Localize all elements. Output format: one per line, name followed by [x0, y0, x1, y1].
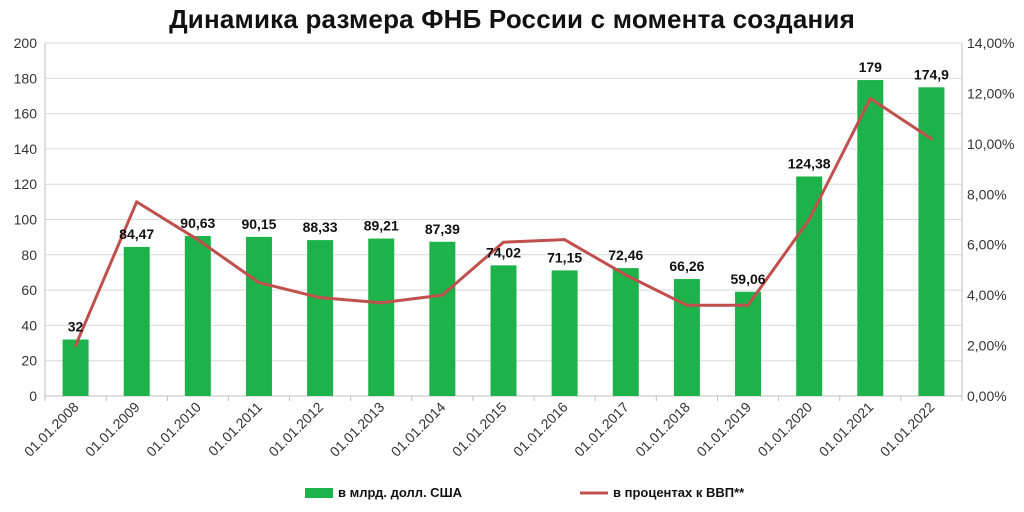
legend-label-bars: в млрд. долл. США: [338, 485, 463, 500]
legend-swatch-bars: [305, 488, 333, 498]
legend-label-line: в процентах к ВВП**: [613, 485, 745, 500]
x-tick-label: 01.01.2019: [693, 399, 754, 460]
y-right-tick-label: 14,00%: [967, 35, 1014, 51]
y-right-tick-label: 2,00%: [967, 338, 1007, 354]
bar-data-label: 74,02: [486, 244, 521, 260]
bar: [735, 291, 762, 396]
bar-data-label: 124,38: [788, 155, 831, 171]
line-point: [379, 301, 383, 305]
bar-data-label: 59,06: [731, 271, 766, 287]
bar: [368, 238, 395, 396]
y-right-tick-label: 6,00%: [967, 237, 1007, 253]
y-left-tick-label: 60: [21, 282, 37, 298]
bar-data-label: 66,26: [669, 258, 704, 274]
y-right-tick-label: 0,00%: [967, 388, 1007, 404]
y-left-tick-label: 200: [14, 35, 38, 51]
bar-data-label: 89,21: [364, 218, 399, 234]
x-tick-label: 01.01.2012: [265, 399, 326, 460]
bar: [307, 240, 334, 396]
bar: [62, 339, 89, 396]
bar-data-label: 90,63: [180, 215, 215, 231]
line-point: [563, 238, 567, 242]
bar: [490, 265, 517, 396]
y-right-tick-label: 12,00%: [967, 85, 1014, 101]
y-left-tick-label: 120: [14, 176, 38, 192]
x-tick-label: 01.01.2011: [205, 399, 265, 459]
bar: [429, 241, 456, 396]
y-left-tick-label: 160: [14, 106, 38, 122]
bar-data-label: 87,39: [425, 221, 460, 237]
y-left-tick-label: 140: [14, 141, 38, 157]
line-point: [196, 238, 200, 242]
bar-data-label: 90,15: [241, 216, 276, 232]
line-point: [502, 240, 505, 244]
x-tick-label: 01.01.2016: [510, 399, 571, 460]
bar-data-label: 174,9: [914, 66, 949, 82]
chart-title: Динамика размера ФНБ России с момента со…: [169, 4, 855, 34]
line-point: [257, 281, 261, 285]
y-right-tick-label: 4,00%: [967, 287, 1007, 303]
x-tick-label: 01.01.2013: [326, 399, 387, 460]
y-left-tick-label: 40: [21, 317, 37, 333]
line-point: [807, 218, 811, 221]
line-point: [746, 303, 750, 307]
line-point: [440, 293, 444, 297]
y-left-tick-label: 100: [14, 212, 38, 228]
line-point: [868, 96, 872, 100]
x-tick-label: 01.01.2018: [632, 399, 693, 460]
x-tick-label: 01.01.2014: [388, 399, 449, 460]
line-point: [318, 296, 322, 300]
line-point: [929, 137, 933, 141]
line-point: [624, 273, 628, 277]
y-right-tick-label: 8,00%: [967, 186, 1007, 202]
x-tick-label: 01.01.2017: [571, 399, 632, 460]
bar-data-label: 72,46: [608, 247, 643, 263]
bar: [551, 270, 578, 396]
bar: [673, 279, 700, 396]
x-tick-label: 01.01.2020: [754, 399, 815, 460]
bar-data-label: 71,15: [547, 249, 582, 265]
x-tick-label: 01.01.2009: [82, 399, 143, 460]
bar: [796, 176, 823, 396]
line-point: [74, 344, 78, 348]
bar-data-label: 32: [68, 319, 84, 335]
bar: [612, 268, 639, 396]
y-left-tick-label: 80: [21, 247, 37, 263]
bar-data-label: 84,47: [119, 226, 154, 242]
x-tick-label: 01.01.2015: [449, 399, 510, 460]
bar: [123, 246, 150, 396]
y-left-tick-label: 180: [14, 70, 38, 86]
bar: [857, 80, 884, 396]
y-left-tick-label: 0: [29, 388, 37, 404]
line-point: [685, 303, 689, 307]
bar-data-label: 88,33: [303, 219, 338, 235]
x-tick-label: 01.01.2008: [21, 399, 82, 460]
bar: [184, 236, 211, 396]
y-right-tick-label: 10,00%: [967, 136, 1014, 152]
x-tick-label: 01.01.2022: [877, 399, 938, 460]
x-tick-label: 01.01.2021: [816, 399, 877, 460]
bar-data-label: 179: [859, 59, 883, 75]
bar: [245, 236, 272, 396]
y-left-tick-label: 20: [21, 353, 37, 369]
line-point: [135, 200, 139, 204]
x-tick-label: 01.01.2010: [143, 399, 204, 460]
